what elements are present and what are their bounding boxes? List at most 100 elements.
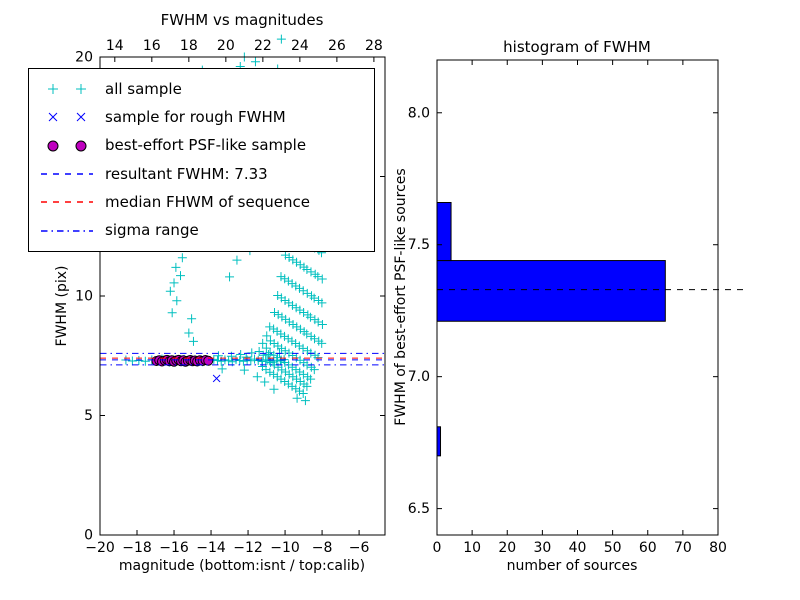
scatter-point — [292, 257, 302, 267]
scatter-point — [277, 365, 287, 375]
x-tick-label: −6 — [349, 540, 370, 556]
scatter-point — [262, 331, 272, 341]
scatter-point — [288, 351, 298, 361]
scatter-point — [287, 279, 297, 289]
dashdot-legend-key-icon — [41, 230, 93, 232]
scatter-point — [260, 377, 270, 387]
x-tick-label: 30 — [533, 540, 551, 556]
legend-label: all sample — [105, 79, 182, 98]
x-tick-label: 80 — [709, 540, 727, 556]
scatter-point — [288, 372, 298, 382]
scatter-point — [302, 288, 312, 298]
dashed-legend-key-icon — [41, 173, 93, 175]
scatter-point — [280, 331, 290, 341]
scatter-point — [295, 305, 305, 315]
scatter-point — [171, 262, 181, 272]
x-tick-label: −12 — [233, 540, 263, 556]
scatter-point — [172, 296, 182, 306]
scatter-point — [184, 328, 194, 338]
y-tick-label: 6.5 — [408, 501, 430, 517]
scatter-point — [309, 293, 319, 303]
scatter-point — [291, 339, 301, 349]
scatter-point — [224, 356, 234, 366]
scatter-point — [272, 372, 282, 382]
right-plot: 0 10 20 30 40 50 60 70 80 6.5 7.0 7.5 8.0 — [408, 59, 745, 556]
top-x-tick-label: 26 — [328, 38, 346, 54]
scatter-point — [292, 393, 302, 403]
scatter-point — [250, 354, 260, 364]
scatter-point — [302, 381, 312, 391]
scatter-point — [252, 372, 262, 382]
scatter-point — [225, 272, 235, 282]
scatter-point — [217, 364, 227, 374]
scatter-point — [284, 369, 294, 379]
top-x-tick-label: 14 — [106, 38, 124, 54]
plus-marker — [48, 84, 58, 95]
x-tick-label: −20 — [85, 540, 115, 556]
scatter-point — [287, 362, 297, 372]
scatter-point — [283, 334, 293, 344]
legend: all sample sample for rough FWHM best-effo… — [28, 68, 375, 252]
scatter-point — [298, 369, 308, 379]
scatter-point — [288, 255, 298, 265]
x-tick-label: 50 — [604, 540, 622, 556]
scatter-point — [294, 341, 304, 351]
plus-legend-key-icon — [48, 84, 86, 95]
y-tick-label: 7.0 — [408, 369, 430, 385]
scatter-point — [284, 360, 294, 370]
scatter-point — [165, 286, 175, 296]
scatter-point — [303, 310, 313, 320]
scatter-point — [299, 307, 309, 317]
x-marker — [76, 113, 86, 122]
top-x-tick-label: 28 — [365, 38, 383, 54]
scatter-point — [280, 296, 290, 306]
x-legend-key-icon — [48, 113, 86, 122]
scatter-point — [236, 350, 246, 360]
scatter-point — [273, 341, 283, 351]
scatter-point — [276, 329, 286, 339]
scatter-point — [295, 283, 304, 293]
scatter-point — [288, 319, 298, 329]
x-tick-label: −8 — [312, 540, 333, 556]
x-tick-label: 70 — [674, 540, 692, 556]
scatter-point — [295, 386, 304, 396]
scatter-point — [300, 396, 310, 406]
x-tick-label: 40 — [569, 540, 587, 556]
y-tick-label: 7.5 — [408, 237, 430, 253]
scatter-point — [309, 334, 319, 344]
scatter-point — [188, 336, 198, 346]
x-tick-label: −10 — [270, 540, 300, 556]
histogram-bar — [436, 260, 666, 322]
top-x-tick-label: 16 — [143, 38, 161, 54]
scatter-point — [280, 346, 290, 356]
legend-item: resultant FWHM: 7.33 — [37, 163, 366, 185]
scatter-point — [291, 303, 301, 313]
scatter-point — [317, 274, 327, 284]
scatter-point — [305, 312, 315, 322]
legend-label: best-effort PSF-like sample — [105, 136, 307, 155]
scatter-point — [292, 374, 302, 384]
scatter-point — [295, 367, 305, 377]
scatter-point — [287, 381, 297, 391]
scatter-point — [284, 348, 294, 358]
top-x-tick-label: 24 — [291, 38, 309, 54]
scatter-point — [302, 264, 312, 274]
scatter-point — [212, 374, 221, 383]
scatter-point — [169, 278, 179, 288]
scatter-point — [140, 356, 150, 366]
scatter-point — [317, 319, 327, 329]
scatter-point — [280, 377, 290, 387]
x-tick-label: −18 — [122, 540, 152, 556]
scatter-point — [276, 374, 286, 384]
legend-label: sigma range — [105, 221, 199, 240]
scatter-point — [280, 367, 290, 377]
scatter-point — [265, 367, 275, 377]
scatter-point — [273, 310, 283, 320]
top-x-tick-label: 18 — [180, 38, 198, 54]
scatter-point — [313, 317, 323, 327]
scatter-point — [284, 298, 294, 308]
scatter-point — [176, 271, 186, 281]
scatter-point — [295, 324, 305, 334]
scatter-point — [269, 369, 279, 379]
